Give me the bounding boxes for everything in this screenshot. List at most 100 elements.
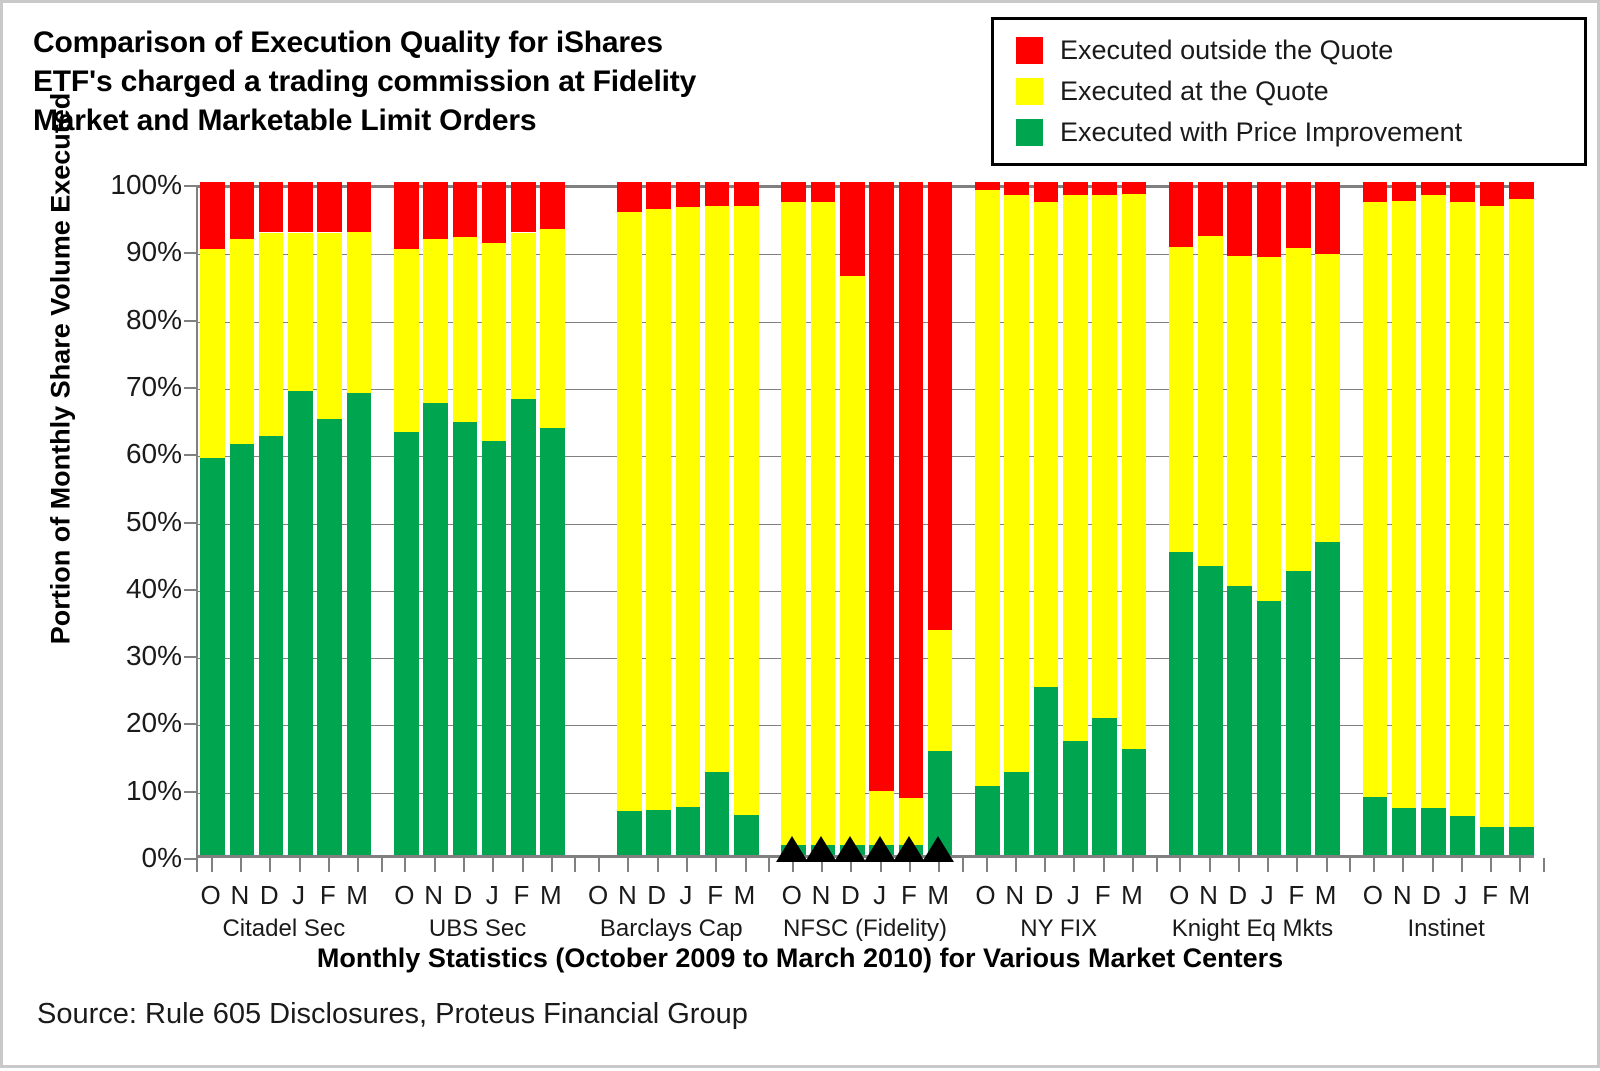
legend-item-price-improvement[interactable]: Executed with Price Improvement bbox=[994, 112, 1584, 153]
stacked-bar[interactable] bbox=[1362, 182, 1388, 855]
segment-at-quote bbox=[1033, 202, 1059, 687]
segment-outside-quote bbox=[229, 182, 255, 240]
stacked-bar[interactable] bbox=[675, 182, 701, 855]
x-axis-group-label: Instinet bbox=[1407, 915, 1485, 942]
stacked-bar[interactable] bbox=[781, 182, 807, 855]
legend-item-at-quote[interactable]: Executed at the Quote bbox=[994, 71, 1584, 112]
segment-at-quote bbox=[704, 205, 730, 773]
stacked-bar[interactable] bbox=[1092, 182, 1117, 855]
x-axis-month-label: J bbox=[1260, 880, 1274, 910]
stacked-bar[interactable] bbox=[1450, 182, 1476, 855]
bar-slot bbox=[257, 182, 286, 855]
stacked-bar[interactable] bbox=[840, 182, 865, 855]
stacked-bar[interactable] bbox=[540, 182, 566, 855]
stacked-bar[interactable] bbox=[511, 182, 536, 855]
y-axis-tick-mark bbox=[184, 790, 196, 793]
stacked-bar[interactable] bbox=[288, 182, 313, 855]
segment-outside-quote bbox=[317, 182, 343, 233]
x-axis-month-label: N bbox=[1005, 880, 1025, 910]
segment-price-improvement bbox=[1033, 686, 1059, 855]
x-axis-tick bbox=[656, 858, 659, 872]
stacked-bar[interactable] bbox=[810, 182, 836, 855]
y-axis-tick-label: 90% bbox=[125, 236, 182, 268]
x-axis-month-label: N bbox=[230, 880, 250, 910]
x-axis-month-label: O bbox=[394, 880, 415, 910]
segment-at-quote bbox=[423, 239, 448, 403]
segment-at-quote bbox=[1227, 256, 1253, 586]
x-axis-month-label: O bbox=[200, 880, 221, 910]
stacked-bar[interactable] bbox=[1227, 182, 1253, 855]
triangle-marker-icon bbox=[922, 836, 955, 862]
stacked-bar[interactable] bbox=[1315, 182, 1340, 855]
triangle-marker-icon bbox=[775, 836, 808, 862]
stacked-bar[interactable] bbox=[200, 182, 225, 855]
x-axis-tick bbox=[715, 858, 718, 872]
stacked-bar[interactable] bbox=[317, 182, 343, 855]
stacked-bar[interactable] bbox=[1479, 182, 1505, 855]
stacked-bar[interactable] bbox=[1004, 182, 1030, 855]
segment-price-improvement bbox=[288, 390, 313, 855]
gridline bbox=[198, 388, 1532, 390]
stacked-bar[interactable] bbox=[927, 182, 953, 855]
stacked-bar[interactable] bbox=[1256, 182, 1282, 855]
stacked-bar[interactable] bbox=[1033, 182, 1059, 855]
stacked-bar[interactable] bbox=[869, 182, 894, 855]
segment-outside-quote bbox=[1033, 182, 1059, 203]
x-axis-tick bbox=[821, 858, 824, 872]
stacked-bar[interactable] bbox=[346, 182, 372, 855]
x-axis-month-label: M bbox=[927, 880, 950, 910]
stacked-bar[interactable] bbox=[1391, 182, 1417, 855]
stacked-bar[interactable] bbox=[1509, 182, 1534, 855]
segment-price-improvement bbox=[1509, 827, 1534, 855]
bar-slot bbox=[509, 182, 538, 855]
x-axis-group-tick bbox=[380, 858, 383, 872]
x-axis-month-label: J bbox=[1454, 880, 1468, 910]
x-axis-month-label: D bbox=[1422, 880, 1441, 910]
stacked-bar[interactable] bbox=[646, 182, 671, 855]
stacked-bar[interactable] bbox=[423, 182, 448, 855]
x-axis-month-label: M bbox=[539, 880, 562, 910]
stacked-bar[interactable] bbox=[394, 182, 419, 855]
bar-slot bbox=[392, 182, 421, 855]
y-axis-tick-label: 50% bbox=[125, 505, 182, 537]
x-axis-tick bbox=[239, 858, 242, 872]
segment-price-improvement bbox=[346, 393, 372, 855]
stacked-bar[interactable] bbox=[1168, 182, 1194, 855]
stacked-bar[interactable] bbox=[452, 182, 478, 855]
stacked-bar[interactable] bbox=[1421, 182, 1446, 855]
source-note: Source: Rule 605 Disclosures, Proteus Fi… bbox=[37, 998, 748, 1030]
stacked-bar[interactable] bbox=[1121, 182, 1147, 855]
gridline bbox=[198, 254, 1532, 256]
stacked-bar[interactable] bbox=[258, 182, 284, 855]
segment-outside-quote bbox=[423, 182, 448, 240]
segment-outside-quote bbox=[869, 182, 894, 792]
stacked-bar[interactable] bbox=[229, 182, 255, 855]
stacked-bar[interactable] bbox=[734, 182, 759, 855]
x-axis-group-tick bbox=[768, 858, 771, 872]
x-axis-group-label: NY FIX bbox=[1020, 915, 1098, 942]
legend-item-outside-quote[interactable]: Executed outside the Quote bbox=[994, 30, 1584, 71]
y-axis-tick-label: 60% bbox=[125, 438, 182, 470]
stacked-bar[interactable] bbox=[898, 182, 924, 855]
segment-price-improvement bbox=[481, 441, 507, 855]
segment-price-improvement bbox=[200, 457, 225, 855]
segment-price-improvement bbox=[229, 444, 255, 855]
stacked-bar[interactable] bbox=[481, 182, 507, 855]
stacked-bar[interactable] bbox=[1063, 182, 1088, 855]
gridline bbox=[198, 792, 1532, 794]
x-axis-tick bbox=[1402, 858, 1405, 872]
stacked-bar[interactable] bbox=[1286, 182, 1311, 855]
segment-outside-quote bbox=[1421, 182, 1446, 196]
stacked-bar[interactable] bbox=[704, 182, 730, 855]
legend-label-price-improvement: Executed with Price Improvement bbox=[1060, 117, 1463, 147]
x-axis-tick bbox=[598, 858, 601, 872]
segment-at-quote bbox=[1421, 195, 1446, 808]
segment-at-quote bbox=[1315, 254, 1340, 543]
segment-at-quote bbox=[1168, 247, 1194, 553]
stacked-bar[interactable] bbox=[617, 182, 642, 855]
stacked-bar[interactable] bbox=[975, 182, 1000, 855]
segment-at-quote bbox=[1391, 200, 1417, 808]
segment-at-quote bbox=[1450, 202, 1476, 816]
stacked-bar[interactable] bbox=[1198, 182, 1223, 855]
segment-outside-quote bbox=[1362, 182, 1388, 203]
